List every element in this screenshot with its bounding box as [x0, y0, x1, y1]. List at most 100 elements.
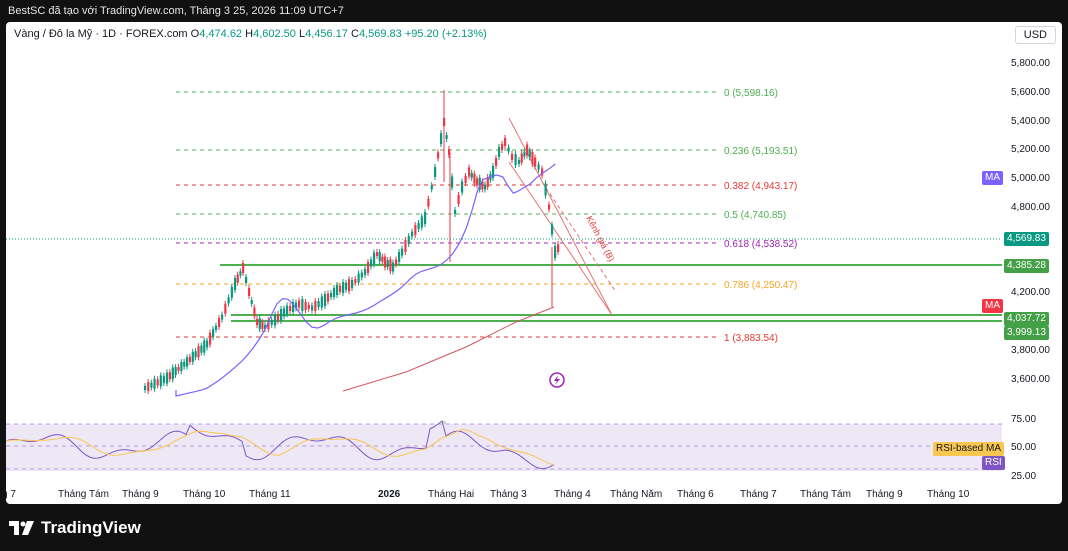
- time-axis-label: Tháng 10: [927, 489, 970, 500]
- candle-body: [534, 157, 537, 167]
- chart-canvas[interactable]: Kênh giá (B) 0 (5,598.16) 0.236 (5,193.51…: [6, 22, 1062, 504]
- tradingview-logo[interactable]: TradingView: [9, 518, 141, 538]
- fib-labels: 0 (5,598.16) 0.236 (5,193.51) 0.382 (4,943…: [724, 88, 797, 344]
- candle-body: [557, 244, 560, 252]
- time-axis-label: 2026: [378, 489, 401, 500]
- candle-body: [514, 154, 517, 165]
- ma-tag-2[interactable]: MA: [982, 299, 1003, 313]
- candle-body: [451, 176, 454, 188]
- candle-body: [548, 204, 551, 210]
- time-axis-label: Tháng Năm: [610, 489, 662, 500]
- candle-body: [339, 285, 342, 292]
- rsi-line: [6, 420, 555, 470]
- brand-name: TradingView: [41, 518, 141, 537]
- fib-lines: [176, 91, 718, 338]
- close-label: C: [350, 28, 359, 40]
- candle-body: [551, 224, 554, 235]
- candle-body: [242, 263, 245, 273]
- level-tag-3: 3,999.13: [1004, 326, 1049, 340]
- candle-body: [504, 138, 507, 146]
- rsi-axis[interactable]: 75.00 50.00 25.00: [1011, 414, 1036, 482]
- price-axis-label: 5,600.00: [1011, 87, 1050, 98]
- candle-body: [384, 256, 387, 268]
- ma-short-line: [175, 163, 556, 397]
- candle-body: [209, 332, 212, 345]
- candle-body: [373, 252, 376, 265]
- price-axis-label: 5,000.00: [1011, 173, 1050, 184]
- candle-body: [389, 259, 392, 272]
- candle-body: [256, 319, 259, 325]
- candle-body: [554, 246, 557, 258]
- candle-body: [526, 144, 529, 156]
- candle-body: [298, 300, 301, 308]
- candle-body: [248, 288, 251, 296]
- candle-body: [333, 288, 336, 297]
- header-text: BestSC đã tạo với TradingView.com, Tháng…: [8, 5, 344, 17]
- candle-body: [484, 184, 487, 190]
- candle-body: [430, 185, 433, 190]
- time-axis-label: Tháng 10: [183, 489, 226, 500]
- candle-body: [304, 302, 307, 310]
- candle-body: [253, 307, 256, 317]
- candle-body: [159, 375, 162, 387]
- candle-body: [314, 301, 317, 311]
- candle-body: [478, 177, 481, 190]
- low-label: L: [298, 28, 306, 40]
- open-label: O: [190, 28, 200, 40]
- candle-body: [292, 302, 295, 312]
- candle-body: [258, 318, 261, 330]
- watermark-header: BestSC đã tạo với TradingView.com, Tháng…: [0, 0, 1068, 22]
- candle-body: [424, 212, 427, 224]
- candle-body: [364, 269, 367, 275]
- candle-body: [345, 282, 348, 290]
- rsi-ma-line: [6, 428, 555, 466]
- change-value: +95.20 (+2.13%): [404, 28, 487, 40]
- candle-body: [188, 356, 192, 362]
- candle-body: [486, 177, 489, 187]
- candle-body: [498, 147, 501, 157]
- candle-body: [277, 314, 280, 321]
- candle-body: [183, 361, 186, 367]
- candle-body: [411, 231, 414, 237]
- candle-body: [470, 172, 473, 178]
- candle-body: [186, 357, 189, 367]
- channel-upper[interactable]: [508, 117, 613, 316]
- currency-button[interactable]: USD: [1014, 26, 1056, 44]
- chart-frame[interactable]: Kênh giá (B) 0 (5,598.16) 0.236 (5,193.51…: [6, 22, 1062, 504]
- candle-body: [295, 302, 298, 309]
- candle-body: [224, 303, 227, 314]
- time-axis-label: Tháng 6: [677, 489, 714, 500]
- candle-body: [267, 320, 270, 330]
- candle-body: [392, 262, 395, 272]
- time-axis-label: g 7: [6, 489, 16, 500]
- candle-body: [280, 309, 283, 321]
- rsi-axis-label: 75.00: [1011, 414, 1036, 425]
- candle-body: [404, 240, 407, 252]
- candle-body: [454, 210, 457, 214]
- candle-body: [440, 133, 443, 145]
- time-axis-label: Tháng Hai: [428, 489, 474, 500]
- candle-body: [301, 299, 304, 311]
- candle-body: [354, 279, 357, 283]
- candle-body: [520, 153, 523, 163]
- candle-body: [395, 259, 398, 265]
- symbol-legend[interactable]: Vàng / Đô la Mỹ · 1D · FOREX.com O4,474.…: [14, 28, 487, 40]
- candle-body: [317, 301, 320, 307]
- last-price-tag: 4,569.83: [1004, 232, 1049, 246]
- candle-body: [311, 305, 314, 311]
- candle-body: [518, 160, 521, 164]
- price-axis[interactable]: 5,800.00 5,600.00 5,400.00 5,200.00 5,000.00…: [1011, 58, 1050, 385]
- candle-body: [283, 308, 286, 317]
- candle-body: [537, 164, 540, 170]
- candle-body: [445, 135, 448, 139]
- ma-tag-1[interactable]: MA: [982, 171, 1003, 185]
- candle-body: [437, 152, 440, 159]
- candle-body: [468, 167, 471, 177]
- time-axis[interactable]: g 7 Tháng Tám Tháng 9 Tháng 10 Tháng 11 2026 T…: [6, 489, 970, 500]
- open-value: 4,474.62: [199, 28, 243, 40]
- candle-body: [171, 367, 174, 380]
- candle-body: [544, 183, 547, 196]
- time-axis-label: Tháng 9: [122, 489, 159, 500]
- time-axis-label: Tháng 4: [554, 489, 591, 500]
- candle-body: [177, 366, 180, 371]
